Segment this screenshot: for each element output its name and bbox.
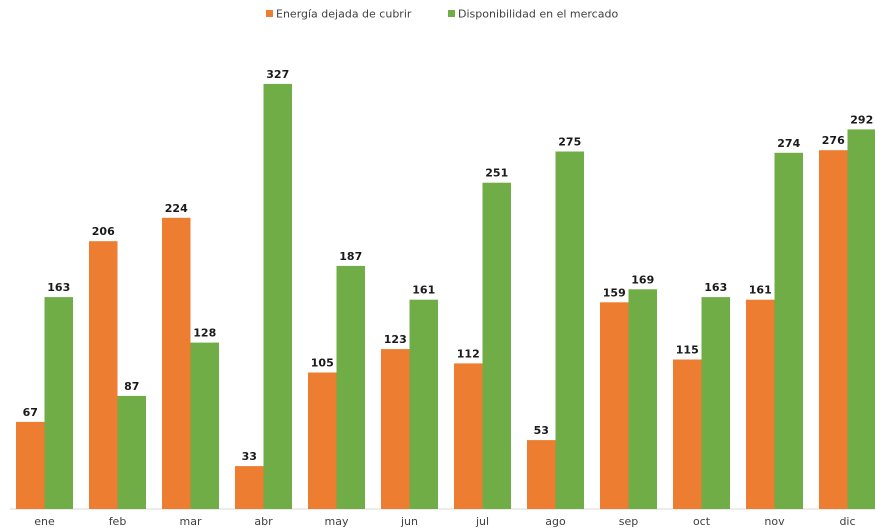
data-label-energia-jul: 112 — [457, 347, 480, 360]
data-label-energia-sep: 159 — [603, 286, 626, 299]
x-tick-jun: jun — [400, 515, 418, 528]
data-label-energia-abr: 33 — [242, 450, 257, 463]
bar-disponibilidad-abr — [264, 84, 293, 509]
data-label-energia-oct: 115 — [676, 344, 699, 357]
data-label-energia-mar: 224 — [165, 202, 188, 215]
bar-disponibilidad-nov — [775, 153, 804, 509]
legend-swatch-disponibilidad — [448, 10, 455, 17]
x-tick-feb: feb — [109, 515, 127, 528]
bar-energia-may — [308, 373, 337, 510]
bar-disponibilidad-ago — [556, 152, 585, 510]
data-label-energia-ago: 53 — [534, 424, 549, 437]
bar-energia-jul — [454, 363, 483, 509]
legend-label-energia: Energía dejada de cubrir — [276, 8, 412, 21]
plot-area: 67 163 ene 206 87 feb 224 128 mar 33 327 abr 105 187 m… — [10, 68, 875, 528]
bar-disponibilidad-dic — [848, 129, 875, 509]
bar-energia-oct — [673, 360, 702, 510]
x-tick-mar: mar — [180, 515, 202, 528]
data-label-disponibilidad-may: 187 — [339, 250, 362, 263]
data-label-energia-dic: 276 — [822, 134, 845, 147]
data-label-energia-jun: 123 — [384, 333, 407, 346]
bar-disponibilidad-jun — [410, 300, 439, 509]
x-tick-abr: abr — [254, 515, 273, 528]
legend-swatch-energia — [266, 10, 273, 17]
data-label-energia-nov: 161 — [749, 284, 772, 297]
data-label-energia-may: 105 — [311, 357, 334, 370]
bar-disponibilidad-mar — [191, 343, 220, 509]
bar-disponibilidad-ene — [45, 297, 74, 509]
bar-energia-abr — [235, 466, 264, 509]
data-label-disponibilidad-sep: 169 — [631, 273, 654, 286]
bar-energia-ene — [16, 422, 45, 509]
bar-energia-jun — [381, 349, 410, 509]
x-tick-nov: nov — [764, 515, 785, 528]
x-tick-oct: oct — [693, 515, 711, 528]
x-tick-may: may — [325, 515, 349, 528]
data-label-disponibilidad-ago: 275 — [558, 136, 581, 149]
bar-energia-sep — [600, 302, 629, 509]
bar-disponibilidad-jul — [483, 183, 512, 509]
data-label-disponibilidad-nov: 274 — [777, 137, 800, 150]
x-tick-jul: jul — [475, 515, 489, 528]
legend: Energía dejada de cubrir Disponibilidad … — [266, 8, 618, 21]
bar-disponibilidad-sep — [629, 289, 658, 509]
bar-energia-nov — [746, 300, 775, 509]
x-tick-sep: sep — [619, 515, 638, 528]
x-tick-ene: ene — [34, 515, 55, 528]
bar-disponibilidad-feb — [118, 396, 147, 509]
bar-energia-mar — [162, 218, 191, 509]
data-label-disponibilidad-mar: 128 — [193, 327, 216, 340]
x-tick-ago: ago — [545, 515, 566, 528]
bar-energia-dic — [819, 150, 848, 509]
data-label-disponibilidad-dic: 292 — [850, 113, 873, 126]
data-label-energia-ene: 67 — [23, 406, 38, 419]
bar-energia-feb — [89, 241, 118, 509]
bar-energia-ago — [527, 440, 556, 509]
data-label-disponibilidad-ene: 163 — [47, 281, 70, 294]
data-label-disponibilidad-jul: 251 — [485, 167, 508, 180]
data-label-energia-feb: 206 — [92, 225, 115, 238]
data-label-disponibilidad-abr: 327 — [266, 68, 289, 81]
legend-label-disponibilidad: Disponibilidad en el mercado — [458, 8, 618, 21]
data-label-disponibilidad-oct: 163 — [704, 281, 727, 294]
data-label-disponibilidad-jun: 161 — [412, 284, 435, 297]
bar-disponibilidad-may — [337, 266, 366, 509]
data-label-disponibilidad-feb: 87 — [124, 380, 139, 393]
bar-disponibilidad-oct — [702, 297, 731, 509]
x-tick-dic: dic — [839, 515, 855, 528]
